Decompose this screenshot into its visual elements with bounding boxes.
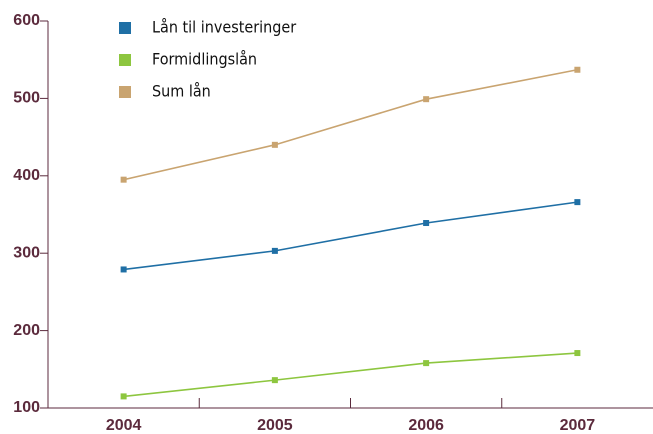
x-tick-label: 2004 [106,417,142,434]
marker [271,377,278,384]
marker [423,220,430,227]
legend-swatch [119,54,131,66]
x-tick-label: 2007 [560,417,596,434]
marker [120,176,127,183]
legend-label: Lån til investeringer [152,18,296,37]
legend-swatch [119,22,131,34]
y-tick-label: 100 [13,399,40,416]
line [123,68,578,181]
x-tick-label: 2006 [408,417,444,434]
y-tick-label: 500 [13,90,40,107]
marker [423,96,430,103]
marker [271,247,278,254]
line [123,201,578,271]
y-tick-label: 200 [13,322,40,339]
marker [271,141,278,148]
marker [574,66,581,73]
y-tick-label: 300 [13,244,40,261]
marker [574,350,581,357]
line [123,352,578,398]
marker [574,199,581,206]
marker [423,360,430,367]
y-tick-label: 600 [13,12,40,29]
legend-label: Sum lån [152,82,211,101]
y-tick-label: 400 [13,167,40,184]
marker [120,266,127,273]
x-tick-label: 2005 [257,417,293,434]
marker [120,393,127,400]
legend-swatch [119,86,131,98]
legend-label: Formidlingslån [152,50,257,69]
